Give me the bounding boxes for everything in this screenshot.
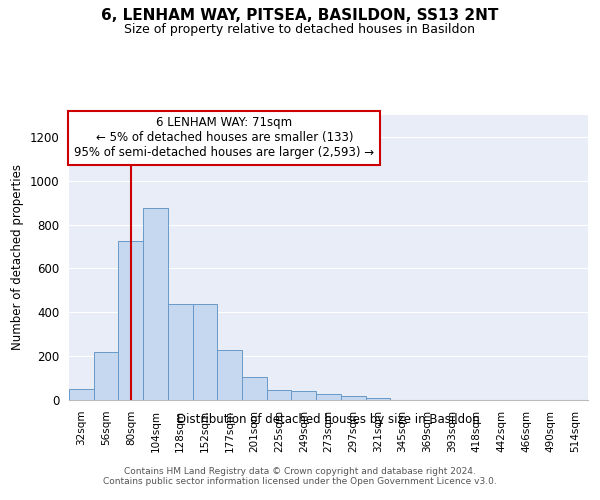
Bar [193,304,217,400]
Bar [168,304,193,400]
Bar [292,391,316,400]
Bar [94,352,118,400]
Bar [316,394,341,400]
Bar [143,208,168,400]
Text: Contains HM Land Registry data © Crown copyright and database right 2024.: Contains HM Land Registry data © Crown c… [124,468,476,476]
Bar [217,350,242,400]
Text: Contains public sector information licensed under the Open Government Licence v3: Contains public sector information licen… [103,478,497,486]
Bar [341,396,365,400]
Bar [118,241,143,400]
Bar [267,390,292,400]
Y-axis label: Number of detached properties: Number of detached properties [11,164,24,350]
Text: 6, LENHAM WAY, PITSEA, BASILDON, SS13 2NT: 6, LENHAM WAY, PITSEA, BASILDON, SS13 2N… [101,8,499,22]
Text: Size of property relative to detached houses in Basildon: Size of property relative to detached ho… [125,22,476,36]
Bar [365,398,390,400]
Text: Distribution of detached houses by size in Basildon: Distribution of detached houses by size … [178,412,480,426]
Text: 6 LENHAM WAY: 71sqm
← 5% of detached houses are smaller (133)
95% of semi-detach: 6 LENHAM WAY: 71sqm ← 5% of detached hou… [74,116,374,160]
Bar [69,389,94,400]
Bar [242,377,267,400]
